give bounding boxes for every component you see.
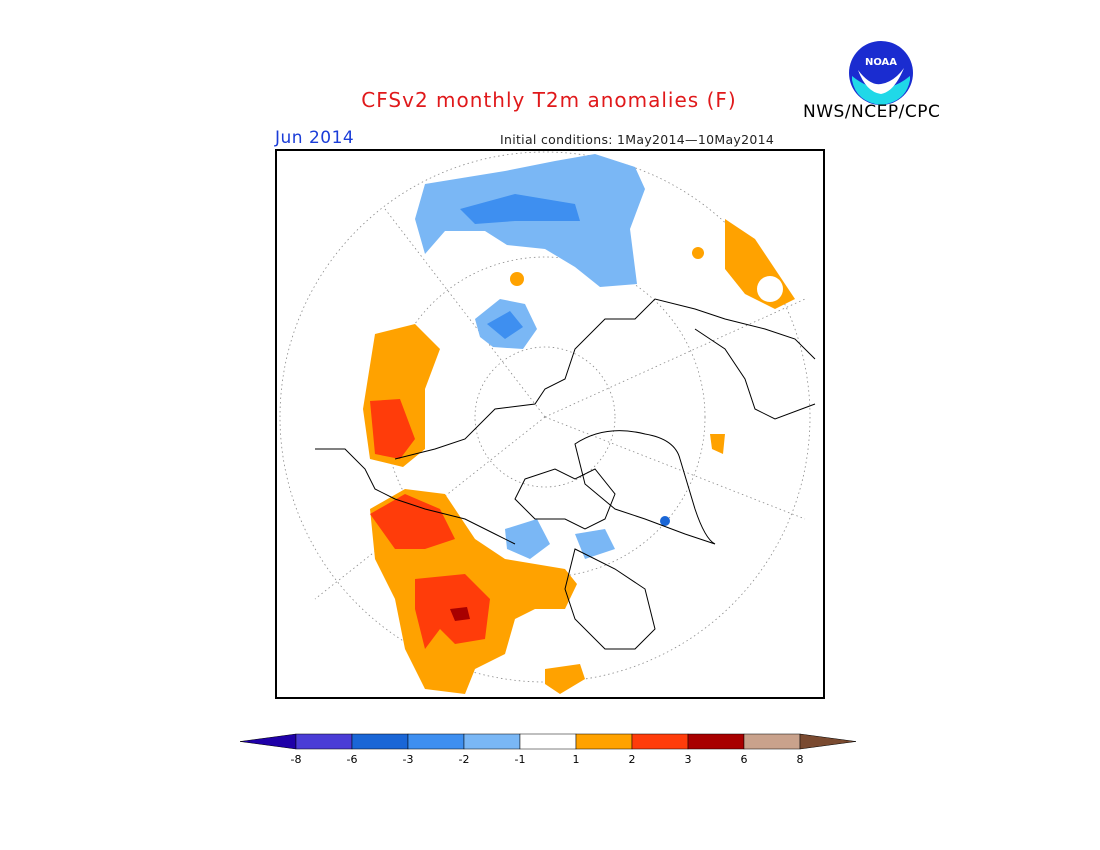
colorbar-swatch xyxy=(463,733,521,750)
valid-month-label: Jun 2014 xyxy=(275,128,355,148)
initial-conditions-label: Initial conditions: 1May2014—10May2014 xyxy=(500,132,775,147)
graticule xyxy=(279,151,811,683)
colorbar-label: 1 xyxy=(573,753,580,766)
noaa-logo: NOAA xyxy=(849,41,913,105)
colorbar-label: -2 xyxy=(459,753,470,766)
colorbar-extend-high xyxy=(799,733,857,750)
organization-label: NWS/NCEP/CPC xyxy=(803,102,941,122)
colorbar: -8 -6 -3 -2 -1 1 2 3 6 8 xyxy=(239,733,857,766)
polar-map xyxy=(275,149,825,699)
colorbar-swatch xyxy=(575,733,633,750)
colorbar-label: -8 xyxy=(291,753,302,766)
colorbar-swatch xyxy=(631,733,689,750)
cold-anomalies xyxy=(415,154,670,559)
warm-anomalies xyxy=(363,219,795,694)
colorbar-swatch xyxy=(743,733,801,750)
colorbar-label: 6 xyxy=(741,753,748,766)
map-title: CFSv2 monthly T2m anomalies (F) xyxy=(361,88,737,112)
colorbar-swatch xyxy=(407,733,465,750)
colorbar-swatch xyxy=(687,733,745,750)
colorbar-extend-low xyxy=(239,733,297,750)
colorbar-swatch xyxy=(295,733,353,750)
colorbar-label: -1 xyxy=(515,753,526,766)
colorbar-label: -6 xyxy=(347,753,358,766)
colorbar-label: 8 xyxy=(797,753,804,766)
colorbar-label: 2 xyxy=(629,753,636,766)
coastlines xyxy=(315,298,816,650)
colorbar-swatch xyxy=(519,733,577,750)
svg-text:NOAA: NOAA xyxy=(865,57,897,68)
colorbar-label: 3 xyxy=(685,753,692,766)
colorbar-swatch xyxy=(351,733,409,750)
colorbar-label: -3 xyxy=(403,753,414,766)
